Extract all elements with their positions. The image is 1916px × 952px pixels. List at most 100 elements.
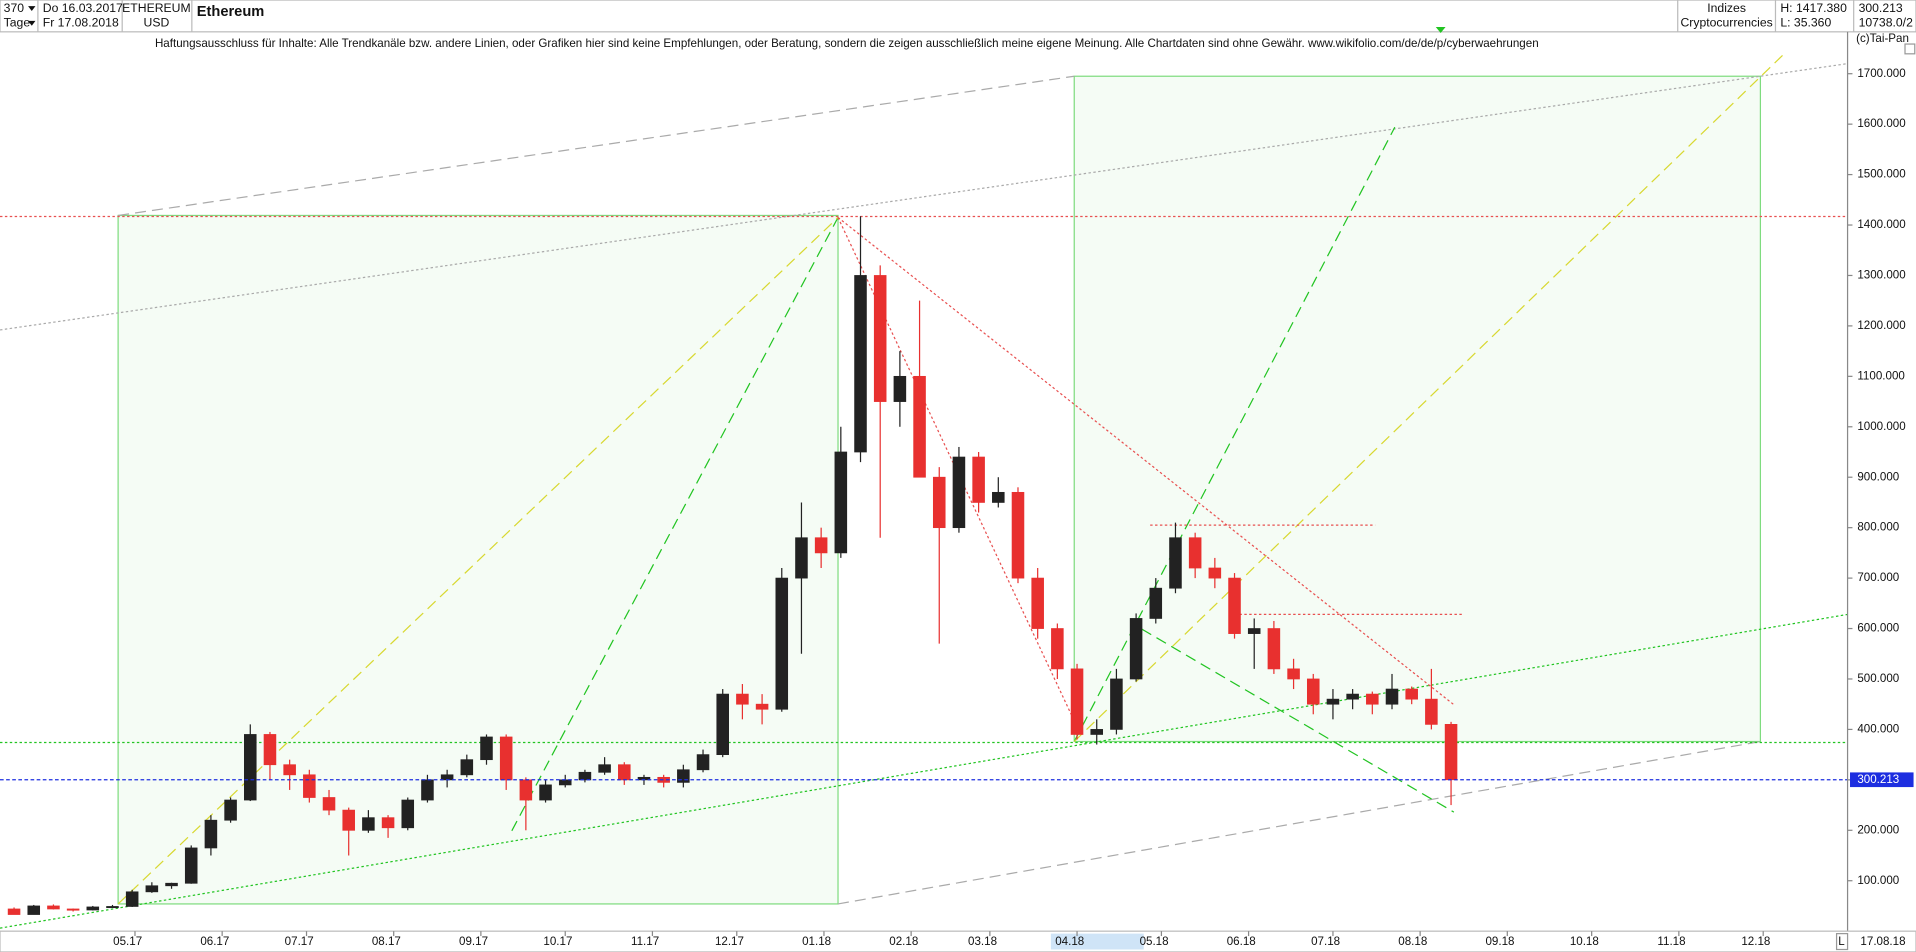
candle-body: [854, 275, 867, 453]
candle-body: [47, 905, 60, 910]
candle-body: [1306, 678, 1320, 705]
date-from: Do 16.03.2017: [43, 1, 123, 15]
trend-line: [0, 63, 1848, 331]
candle-body: [342, 809, 355, 831]
last-price-box: [1850, 772, 1914, 788]
candle-body: [381, 817, 395, 829]
candle-body: [913, 375, 926, 478]
x-tick-label: 12.17: [715, 935, 744, 948]
candle-body: [1425, 698, 1438, 725]
candle-body: [106, 906, 119, 909]
dropdown-arrow[interactable]: [28, 20, 36, 26]
candle-body: [539, 784, 552, 801]
candle-body: [1346, 693, 1359, 700]
candle-body: [1287, 668, 1300, 680]
candle-body: [401, 799, 415, 829]
scrollbar[interactable]: [1835, 933, 1849, 951]
candle-body: [1031, 577, 1044, 629]
x-tick-label: 10.18: [1570, 935, 1599, 948]
y-tick-label: 500.000: [1857, 672, 1899, 685]
candle-body: [1110, 678, 1123, 730]
x-tick-label: 06.18: [1227, 935, 1256, 948]
x-tick-label: 09.18: [1485, 935, 1514, 948]
x-tick-label: 12.18: [1741, 935, 1770, 948]
market: Cryptocurrencies: [1680, 15, 1772, 29]
candle-body: [7, 908, 21, 915]
candle-body: [1051, 628, 1064, 670]
candle-body: [755, 703, 769, 710]
candle-body: [440, 774, 454, 781]
candle-body: [27, 905, 41, 915]
chart-title: Ethereum: [197, 4, 265, 20]
candle-body: [322, 797, 336, 811]
unit[interactable]: Tage: [4, 15, 31, 29]
candle-body: [519, 779, 533, 801]
x-tick-label: 08.18: [1398, 935, 1427, 948]
candle-body: [1129, 618, 1143, 680]
y-tick-label: 200.000: [1857, 823, 1899, 836]
candle-body: [1267, 628, 1281, 670]
candle-body: [1149, 587, 1163, 619]
index-label: 10738.0/2: [1859, 15, 1914, 29]
candle-body: [992, 491, 1005, 503]
candle-body: [244, 734, 257, 801]
y-tick-label: 600.000: [1857, 622, 1899, 635]
marker: [1435, 26, 1446, 34]
y-tick-label: 1700.000: [1857, 67, 1905, 80]
candle-body: [1169, 537, 1182, 589]
y-tick-label: 1300.000: [1857, 269, 1905, 282]
symbol: ETHEREUM: [122, 1, 190, 15]
candle-body: [66, 908, 80, 911]
y-tick-label: 900.000: [1857, 470, 1899, 483]
dropdown-arrow[interactable]: [28, 6, 36, 12]
candle-body: [598, 764, 611, 773]
y-tick-label: 700.000: [1857, 571, 1899, 584]
y-tick-label: 1100.000: [1857, 369, 1905, 382]
candle-body: [795, 537, 808, 579]
trend-line: [837, 216, 1455, 706]
candle-body: [125, 891, 139, 907]
candle-body: [578, 771, 592, 781]
scroll-mark[interactable]: L: [1838, 935, 1845, 948]
x-tick-label: 11.17: [631, 935, 659, 948]
y-tick-label: 400.000: [1857, 722, 1899, 735]
candle-body: [1326, 698, 1340, 705]
trend-line: [117, 217, 839, 905]
low-label: L: 35.360: [1780, 15, 1831, 29]
candle-body: [1070, 668, 1084, 735]
y-tick-label: 800.000: [1857, 521, 1899, 534]
x-tick-label: 05.18: [1140, 935, 1169, 948]
candle-body: [184, 847, 198, 884]
y-tick-label: 1200.000: [1857, 319, 1905, 332]
x-tick-label: 01.18: [802, 935, 831, 948]
candle-body: [736, 693, 749, 705]
x-tick-label: 05.17: [113, 935, 142, 948]
currency: USD: [144, 15, 170, 29]
plot-area: [0, 54, 1848, 929]
candle-body: [1247, 628, 1261, 634]
x-axis: 05.17 06.17 07.17 08.17 09.17 10.17 11.17 12.17…: [113, 931, 1770, 948]
corner-button[interactable]: [1904, 43, 1916, 55]
date-to: Fr 17.08.2018: [43, 15, 119, 29]
disclaimer: Haftungsausschluss für Inhalte: Alle Tre…: [155, 37, 1539, 50]
x-tick-label: 07.17: [285, 935, 314, 948]
header-bar: [0, 0, 1916, 33]
candle-body: [677, 769, 690, 783]
x-tick-label: 09.17: [459, 935, 488, 948]
y-tick-label: 1600.000: [1857, 117, 1905, 130]
candle-body: [362, 817, 375, 831]
trend-line: [511, 217, 839, 832]
candle-body: [1405, 688, 1418, 700]
period-count[interactable]: 370: [4, 1, 25, 15]
y-tick-label: 1000.000: [1857, 420, 1905, 433]
candle-body: [814, 537, 828, 554]
candle-body: [204, 819, 218, 849]
last-price-label: 300.213: [1857, 773, 1899, 786]
candle-body: [263, 734, 277, 766]
x-tick-label: 06.17: [200, 935, 229, 948]
candle-body: [303, 774, 316, 798]
candle-body: [932, 476, 946, 529]
candle-body: [86, 906, 100, 911]
